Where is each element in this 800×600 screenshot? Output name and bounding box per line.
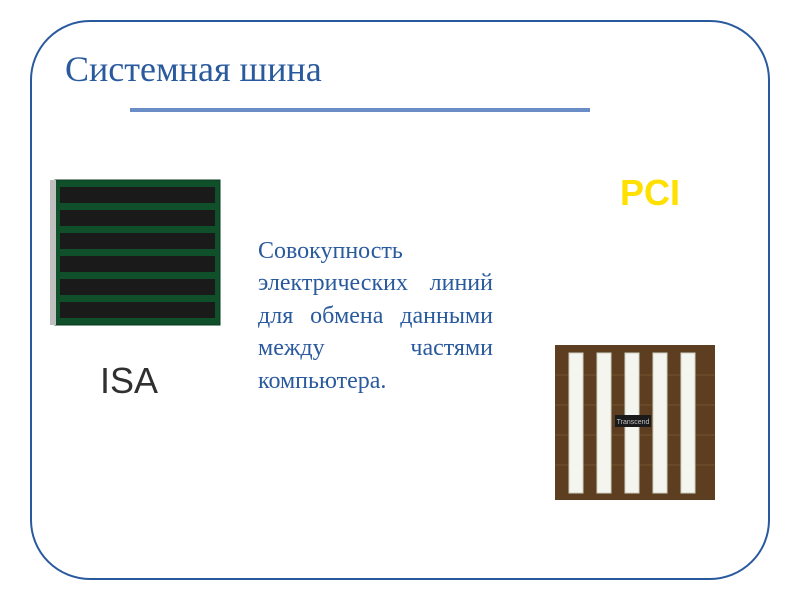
description-text: Совокупность электрических линий для обм…: [258, 235, 493, 397]
isa-label: ISA: [100, 360, 158, 402]
svg-text:Transcend: Transcend: [617, 419, 650, 426]
isa-image: [50, 175, 225, 330]
pci-image: Transcend: [555, 345, 715, 500]
title-underline: [130, 108, 590, 112]
slide-title: Системная шина: [65, 48, 322, 90]
pci-label: PCI: [620, 172, 680, 214]
